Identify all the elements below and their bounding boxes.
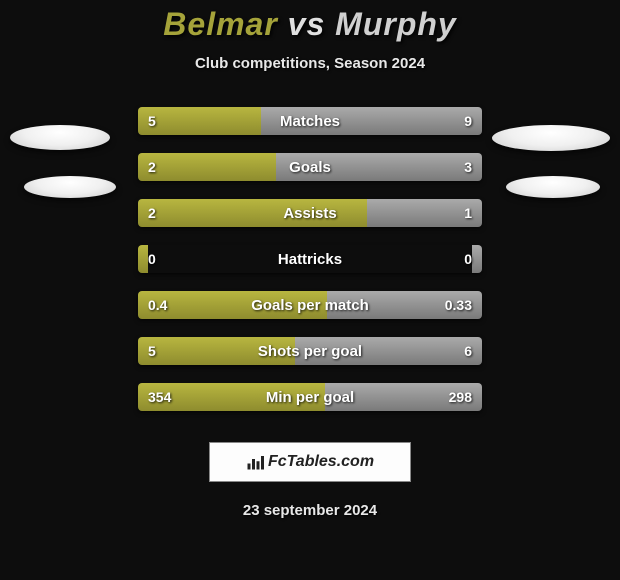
right-ellipse-top xyxy=(492,125,610,151)
player2-name: Murphy xyxy=(335,6,457,42)
stat-row: 23Goals xyxy=(138,153,482,181)
date-label: 23 september 2024 xyxy=(0,502,620,519)
stat-label: Goals per match xyxy=(138,291,482,319)
bars-icon xyxy=(246,453,264,471)
attribution-text: FcTables.com xyxy=(268,453,374,471)
stat-label: Matches xyxy=(138,107,482,135)
left-ellipse-bottom xyxy=(24,176,116,198)
left-ellipse-top xyxy=(10,125,110,150)
stat-label: Hattricks xyxy=(138,245,482,273)
vs-label: vs xyxy=(288,6,326,42)
stat-label: Min per goal xyxy=(138,383,482,411)
subtitle: Club competitions, Season 2024 xyxy=(0,55,620,72)
stat-row: 21Assists xyxy=(138,199,482,227)
stat-row: 00Hattricks xyxy=(138,245,482,273)
stat-label: Assists xyxy=(138,199,482,227)
stat-label: Goals xyxy=(138,153,482,181)
stat-bars: 59Matches 23Goals 21Assists 00Hattricks 0.40… xyxy=(138,107,482,429)
attribution-badge: FcTables.com xyxy=(209,442,411,482)
right-ellipse-bottom xyxy=(506,176,600,198)
stat-row: 56Shots per goal xyxy=(138,337,482,365)
comparison-title: Belmar vs Murphy xyxy=(0,0,620,43)
stat-row: 0.40.33Goals per match xyxy=(138,291,482,319)
stat-row: 59Matches xyxy=(138,107,482,135)
player1-name: Belmar xyxy=(163,6,278,42)
stat-row: 354298Min per goal xyxy=(138,383,482,411)
comparison-stage: 59Matches 23Goals 21Assists 00Hattricks 0.40… xyxy=(0,107,620,427)
stat-label: Shots per goal xyxy=(138,337,482,365)
